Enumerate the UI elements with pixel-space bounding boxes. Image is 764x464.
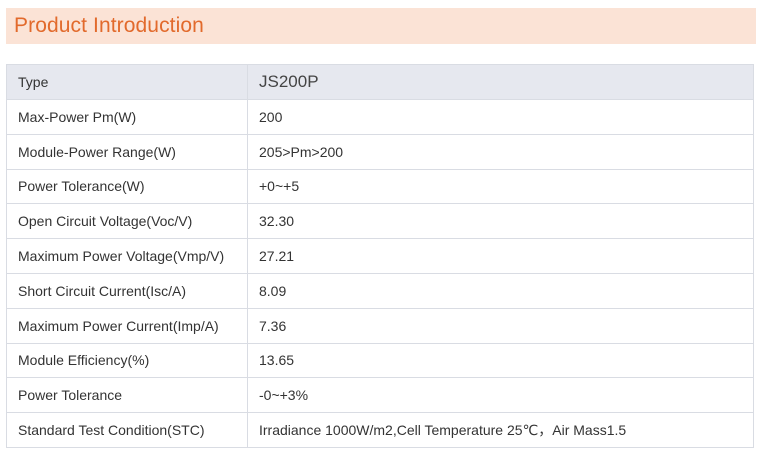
row-value: 200	[247, 99, 754, 135]
row-value: 27.21	[247, 238, 754, 274]
row-value: Irradiance 1000W/m2,Cell Temperature 25℃…	[247, 412, 754, 448]
header-label: Type	[6, 64, 248, 100]
row-label: Module-Power Range(W)	[6, 133, 248, 170]
row-label: Maximum Power Voltage(Vmp/V)	[6, 238, 248, 274]
table-row: Power Tolerance(W) +0~+5	[6, 168, 754, 205]
table-row: Open Circuit Voltage(Voc/V) 32.30	[6, 203, 754, 240]
header-value: JS200P	[247, 64, 754, 100]
row-value: 32.30	[247, 203, 754, 240]
table-row: Max-Power Pm(W) 200	[6, 99, 754, 135]
table-row: Module Efficiency(%) 13.65	[6, 342, 754, 379]
table-header-row: Type JS200P	[6, 64, 754, 100]
row-label: Maximum Power Current(Imp/A)	[6, 307, 248, 344]
row-label: Standard Test Condition(STC)	[6, 412, 248, 448]
row-value: 205>Pm>200	[247, 133, 754, 170]
table-row: Maximum Power Current(Imp/A) 7.36	[6, 307, 754, 344]
section-title: Product Introduction	[14, 14, 204, 37]
table-row: Module-Power Range(W) 205>Pm>200	[6, 133, 754, 170]
row-label: Open Circuit Voltage(Voc/V)	[6, 203, 248, 240]
row-value: -0~+3%	[247, 377, 754, 414]
table-row: Short Circuit Current(Isc/A) 8.09	[6, 272, 754, 309]
row-value: 7.36	[247, 307, 754, 344]
row-label: Power Tolerance	[6, 377, 248, 414]
row-value: 13.65	[247, 342, 754, 379]
row-label: Max-Power Pm(W)	[6, 99, 248, 135]
row-label: Power Tolerance(W)	[6, 168, 248, 205]
row-label: Module Efficiency(%)	[6, 342, 248, 379]
table-row: Power Tolerance -0~+3%	[6, 377, 754, 414]
table-row: Standard Test Condition(STC) Irradiance …	[6, 412, 754, 448]
table-row: Maximum Power Voltage(Vmp/V) 27.21	[6, 238, 754, 274]
row-label: Short Circuit Current(Isc/A)	[6, 272, 248, 309]
section-header: Product Introduction	[6, 8, 756, 44]
row-value: 8.09	[247, 272, 754, 309]
spec-table: Type JS200P Max-Power Pm(W) 200 Module-P…	[6, 64, 754, 448]
row-value: +0~+5	[247, 168, 754, 205]
